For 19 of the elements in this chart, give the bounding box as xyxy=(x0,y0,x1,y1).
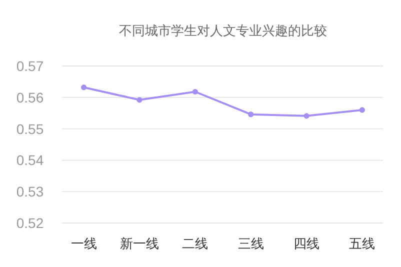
point xyxy=(248,112,254,118)
x-tick-label: 四线 xyxy=(294,236,320,251)
point xyxy=(136,97,142,103)
point xyxy=(304,113,310,119)
x-tick-label: 一线 xyxy=(70,236,97,251)
x-tick-label: 新一线 xyxy=(120,236,159,251)
x-tick-label: 三线 xyxy=(238,236,264,251)
point xyxy=(81,84,87,90)
y-tick-label: 0.56 xyxy=(16,89,44,106)
chart-title: 不同城市学生对人文专业兴趣的比较 xyxy=(119,23,327,38)
y-tick-label: 0.57 xyxy=(16,58,44,74)
x-tick-label: 二线 xyxy=(182,236,208,251)
y-tick-label: 0.53 xyxy=(16,184,44,200)
point xyxy=(192,88,198,95)
y-tick-label: 0.54 xyxy=(16,152,44,168)
point xyxy=(359,107,365,113)
x-tick-label: 五线 xyxy=(349,236,376,251)
y-tick-label: 0.55 xyxy=(16,120,44,137)
y-tick-label: 0.52 xyxy=(16,215,44,231)
